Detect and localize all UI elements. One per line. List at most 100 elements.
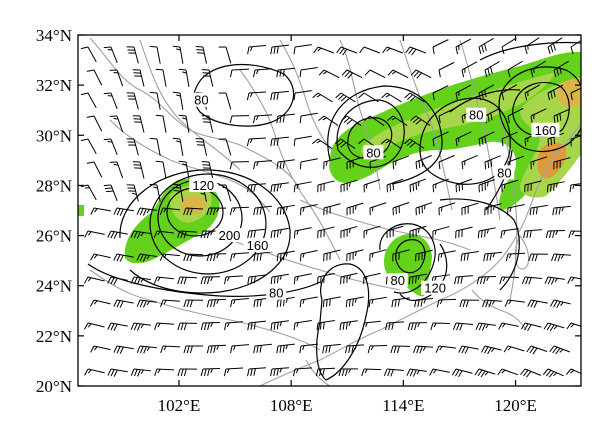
wind-barb-feather xyxy=(553,89,556,98)
wind-barb-feather xyxy=(423,204,426,210)
lat-label: 22°N xyxy=(36,327,72,346)
wind-barb-feather xyxy=(530,115,533,124)
wind-barb-feather xyxy=(435,345,440,353)
wind-barb-feather xyxy=(479,276,483,285)
wind-barb-feather xyxy=(186,208,190,216)
wind-barb-feather xyxy=(365,230,368,235)
wind-barb-feather xyxy=(183,322,187,331)
wind-barb-feather xyxy=(404,138,411,145)
wind-barb xyxy=(162,161,167,179)
wind-barb-feather xyxy=(197,144,205,146)
wind-barb-feather xyxy=(546,323,552,331)
wind-barb-feather xyxy=(213,345,216,353)
wind-barb-feather xyxy=(107,368,112,376)
wind-barb-feather xyxy=(230,299,233,308)
wind-barb-feather xyxy=(155,68,164,71)
wind-barb-feather xyxy=(553,115,556,124)
wind-barb xyxy=(156,46,161,64)
wind-barb-feather xyxy=(389,183,392,192)
wind-barb-feather xyxy=(322,71,328,75)
wind-barb-feather xyxy=(296,276,299,281)
wind-barb-feather xyxy=(501,138,504,147)
wind-barb-feather xyxy=(478,323,483,331)
wind-barb-feather xyxy=(542,368,549,375)
wind-barb-feather xyxy=(173,186,181,189)
contour-label: 120 xyxy=(192,178,214,193)
wind-barb-feather xyxy=(279,207,282,215)
wind-barb-feather xyxy=(387,115,394,122)
wind-barb-feather xyxy=(253,345,256,354)
wind-barb-feather xyxy=(410,115,417,122)
wind-barb-feather xyxy=(361,368,365,377)
wind-barb-feather xyxy=(299,115,302,124)
wind-barb-feather xyxy=(364,115,371,122)
wind-barb-feather xyxy=(149,183,158,186)
axis-ticks xyxy=(78,34,581,387)
wind-barb-feather xyxy=(273,322,276,330)
wind-barb-feather xyxy=(207,276,210,285)
wind-barb-feather xyxy=(393,345,397,354)
wind-barb-feather xyxy=(276,299,279,308)
wind-barb xyxy=(438,154,455,163)
wind-barb-feather xyxy=(487,160,490,169)
wind-barb-feather xyxy=(529,346,535,354)
wind-barb-feather xyxy=(247,184,250,193)
wind-barb-feather xyxy=(250,322,253,330)
wind-barb xyxy=(231,68,250,71)
lon-label: 102°E xyxy=(158,396,201,415)
lon-label: 120°E xyxy=(494,396,537,415)
wind-barb-feather xyxy=(396,345,400,354)
wind-barb-feather xyxy=(178,114,187,117)
wind-barb-feather xyxy=(200,322,204,331)
wind-barb-feather xyxy=(415,119,422,125)
wind-barb-feather xyxy=(227,276,230,282)
wind-barb xyxy=(93,161,103,178)
wind-barb-feather xyxy=(483,253,486,262)
wind-barb-feather xyxy=(461,346,466,354)
wind-barb-feather xyxy=(299,299,302,308)
wind-barb-feather xyxy=(270,368,273,377)
wind-barb-feather xyxy=(387,369,391,377)
wind-barb-feather xyxy=(475,322,480,330)
wind-barb-feather xyxy=(385,140,390,144)
wind-barb-feather xyxy=(455,138,458,147)
wind-barb-feather xyxy=(146,300,150,306)
wind-barb-feather xyxy=(106,190,114,193)
wind-barb-feather xyxy=(276,275,279,284)
wind-barb-feather xyxy=(556,68,560,76)
wind-barb-feather xyxy=(203,368,207,377)
wind-barb-feather xyxy=(329,298,331,307)
wind-barb-feather xyxy=(113,345,118,353)
wind-barb-feather xyxy=(140,278,144,283)
wind-barb xyxy=(432,39,449,48)
wind-barb-feather xyxy=(507,115,510,124)
wind-barb-feather xyxy=(560,301,564,306)
wind-barb-feather xyxy=(282,115,285,123)
wind-barb-feather xyxy=(107,230,112,238)
wind-barb-feather xyxy=(503,230,506,235)
wind-barb-feather xyxy=(206,230,210,239)
wind-barb-feather xyxy=(157,322,161,328)
wind-barb-feather xyxy=(247,230,250,239)
wind-barb-feather xyxy=(110,231,115,239)
wind-barb-feather xyxy=(554,254,558,262)
lat-label: 34°N xyxy=(36,26,72,45)
wind-barb-feather xyxy=(500,230,503,239)
wind-barb-feather xyxy=(381,92,388,99)
wind-barb-feather xyxy=(461,182,464,191)
wind-barb-feather xyxy=(341,368,345,377)
wind-barb-feather xyxy=(480,345,486,353)
wind-barb-feather xyxy=(200,368,204,377)
wind-barb-feather xyxy=(247,46,250,55)
wind-barb-feather xyxy=(457,276,460,284)
wind-barb-feather xyxy=(440,206,443,212)
wind-barb-feather xyxy=(279,229,282,234)
wind-barb-feather xyxy=(555,230,559,236)
wind-barb-feather xyxy=(397,299,400,307)
wind-barb-feather xyxy=(532,207,535,215)
wind-barb-feather xyxy=(172,183,181,186)
wind-barb-feather xyxy=(93,346,98,351)
wind-barb-feather xyxy=(371,253,374,258)
wind-barb-feather xyxy=(276,138,279,146)
